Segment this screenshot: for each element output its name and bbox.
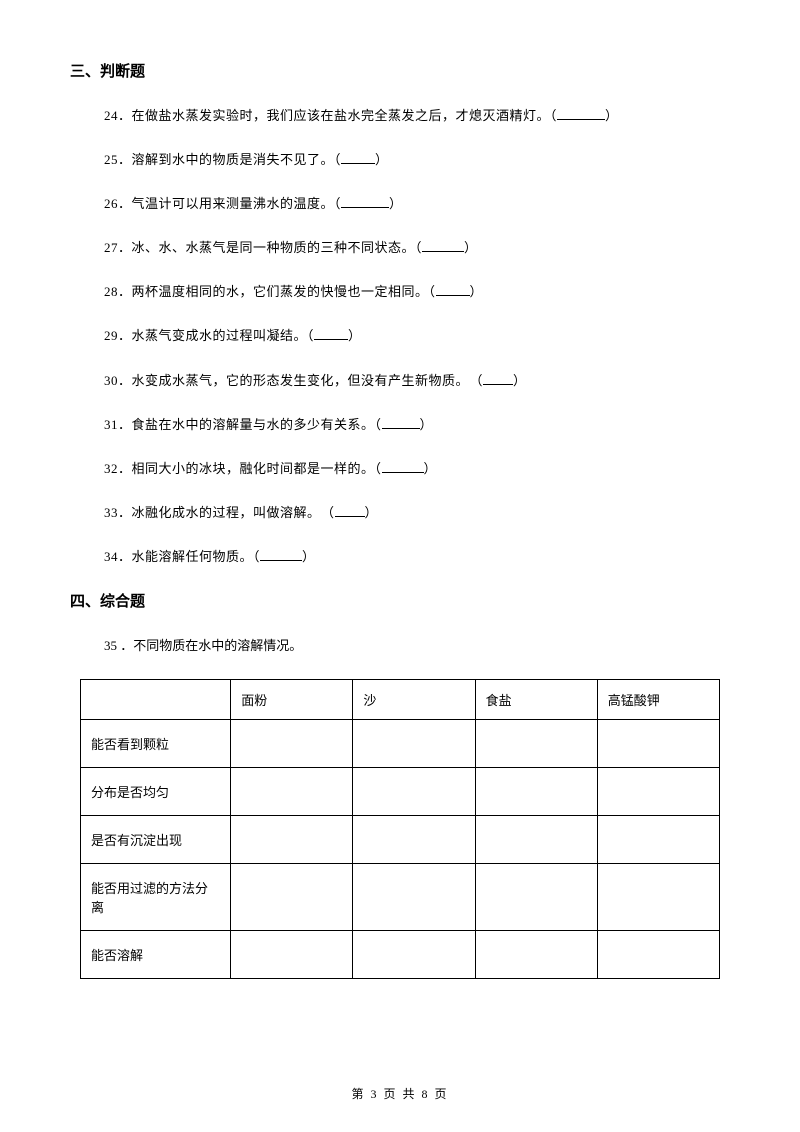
answer-blank[interactable] [436,282,470,296]
table-data-cell[interactable] [475,864,597,931]
section-4-title: 四、综合题 [70,590,730,611]
question-number: 29 [104,328,118,343]
table-row: 是否有沉淀出现 [81,816,720,864]
answer-blank[interactable] [260,547,302,561]
table-row: 能否看到颗粒 [81,720,720,768]
question-number: 30 [104,373,118,388]
question-list-3: 24．在做盐水蒸发实验时，我们应该在盐水完全蒸发之后，才熄灭酒精灯。（） 25．溶… [70,105,730,568]
table-data-cell[interactable] [353,768,475,816]
answer-blank[interactable] [341,194,389,208]
question-24: 24．在做盐水蒸发实验时，我们应该在盐水完全蒸发之后，才熄灭酒精灯。（） [70,105,730,127]
footer-suffix: 页 [435,1087,449,1101]
question-26: 26．气温计可以用来测量沸水的温度。（） [70,193,730,215]
question-number: 31 [104,417,118,432]
question-text: ．溶解到水中的物质是消失不见了。 [118,152,334,167]
section-3-title: 三、判断题 [70,60,730,81]
table-row: 能否溶解 [81,931,720,979]
table-data-cell[interactable] [231,816,353,864]
footer-page-num: 3 [370,1087,378,1101]
table-data-cell[interactable] [231,864,353,931]
table-data-cell[interactable] [597,720,719,768]
footer-total: 8 [422,1087,430,1101]
question-text: ．食盐在水中的溶解量与水的多少有关系。 [118,417,375,432]
table-data-cell[interactable] [231,720,353,768]
table-data-cell[interactable] [597,768,719,816]
table-data-cell[interactable] [597,864,719,931]
table-row: 分布是否均匀 [81,768,720,816]
question-28: 28．两杯温度相同的水，它们蒸发的快慢也一定相同。（） [70,281,730,303]
question-text: ．在做盐水蒸发实验时，我们应该在盐水完全蒸发之后，才熄灭酒精灯。 [118,108,550,123]
question-text: ．水蒸气变成水的过程叫凝结。 [118,328,307,343]
answer-blank[interactable] [483,371,513,385]
answer-blank[interactable] [335,503,365,517]
question-number: 24 [104,108,118,123]
answer-blank[interactable] [557,106,605,120]
answer-blank[interactable] [341,150,375,164]
table-row: 能否用过滤的方法分离 [81,864,720,931]
q35-num: 35 [104,638,117,653]
question-30: 30．水变成水蒸气，它的形态发生变化，但没有产生新物质。 （） [70,370,730,392]
table-row-label: 分布是否均匀 [81,768,231,816]
table-row-label: 能否溶解 [81,931,231,979]
question-number: 25 [104,152,118,167]
question-25: 25．溶解到水中的物质是消失不见了。（） [70,149,730,171]
question-number: 33 [104,505,118,520]
table-data-cell[interactable] [353,864,475,931]
table-data-cell[interactable] [353,720,475,768]
question-33: 33．冰融化成水的过程，叫做溶解。 （） [70,502,730,524]
question-27: 27．冰、水、水蒸气是同一种物质的三种不同状态。（） [70,237,730,259]
page-footer: 第 3 页 共 8 页 [0,1085,800,1102]
table-data-cell[interactable] [353,816,475,864]
question-text: ．水能溶解任何物质。 [118,549,253,564]
table-row-label: 是否有沉淀出现 [81,816,231,864]
question-text: ．气温计可以用来测量沸水的温度。 [118,196,334,211]
table-corner-cell [81,680,231,720]
table-row-label: 能否用过滤的方法分离 [81,864,231,931]
table-data-cell[interactable] [475,931,597,979]
question-31: 31．食盐在水中的溶解量与水的多少有关系。（） [70,414,730,436]
table-column-header: 食盐 [475,680,597,720]
answer-blank[interactable] [382,415,420,429]
question-text: ．相同大小的冰块，融化时间都是一样的。 [118,461,375,476]
table-row-label: 能否看到颗粒 [81,720,231,768]
table-data-cell[interactable] [475,768,597,816]
footer-prefix: 第 [351,1087,365,1101]
question-text: ．冰、水、水蒸气是同一种物质的三种不同状态。 [118,240,415,255]
table-column-header: 沙 [353,680,475,720]
question-number: 26 [104,196,118,211]
question-number: 28 [104,284,118,299]
question-number: 34 [104,549,118,564]
table-data-cell[interactable] [475,816,597,864]
table-column-header: 面粉 [231,680,353,720]
table-data-cell[interactable] [353,931,475,979]
question-text: ．两杯温度相同的水，它们蒸发的快慢也一定相同。 [118,284,429,299]
question-number: 27 [104,240,118,255]
answer-blank[interactable] [382,459,424,473]
question-text: ．冰融化成水的过程，叫做溶解。 [118,505,328,520]
table-data-cell[interactable] [597,816,719,864]
footer-middle: 页 共 [383,1087,416,1101]
question-34: 34．水能溶解任何物质。（） [70,546,730,568]
answer-blank[interactable] [422,238,464,252]
table-data-cell[interactable] [231,768,353,816]
table-data-cell[interactable] [597,931,719,979]
question-number: 32 [104,461,118,476]
page-content: 三、判断题 24．在做盐水蒸发实验时，我们应该在盐水完全蒸发之后，才熄灭酒精灯。… [0,0,800,979]
answer-blank[interactable] [314,326,348,340]
table-column-header: 高锰酸钾 [597,680,719,720]
table-data-cell[interactable] [475,720,597,768]
question-32: 32．相同大小的冰块，融化时间都是一样的。（） [70,458,730,480]
question-29: 29．水蒸气变成水的过程叫凝结。（） [70,325,730,347]
table-data-cell[interactable] [231,931,353,979]
experiment-table: 面粉沙食盐高锰酸钾能否看到颗粒分布是否均匀是否有沉淀出现能否用过滤的方法分离能否… [80,679,720,979]
question-text: ．水变成水蒸气，它的形态发生变化，但没有产生新物质。 [118,373,476,388]
q35-text: ．不同物质在水中的溶解情况。 [120,638,302,653]
question-35: 35 ．不同物质在水中的溶解情况。 [70,635,730,657]
